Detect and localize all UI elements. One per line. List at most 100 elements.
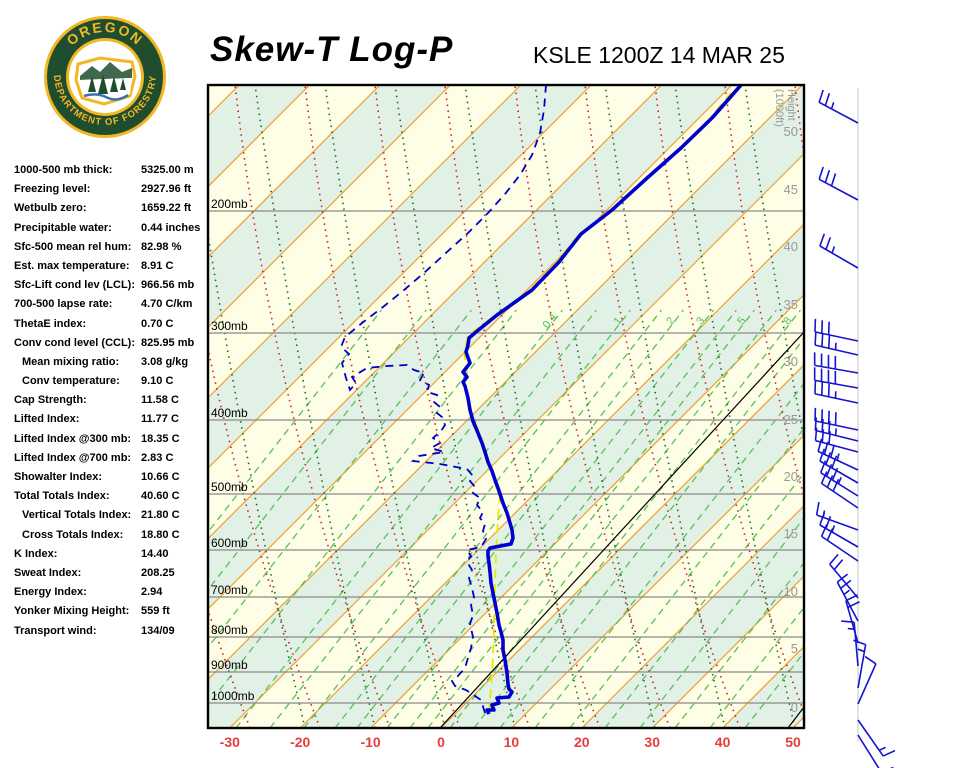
temp-tick-label: -10 (360, 734, 380, 750)
index-label: Lifted Index @300 mb: (14, 432, 132, 445)
index-label: Total Totals Index: (14, 490, 110, 503)
index-label: 1000-500 mb thick: (14, 164, 113, 176)
index-label: Showalter Index: (14, 471, 103, 483)
dewpoint-profile-line (339, 85, 547, 714)
index-row: K Index: 14.40 (14, 546, 209, 565)
temp-tick-label: 20 (574, 734, 590, 750)
index-row: Lifted Index @700 mb: 2.83 C (14, 450, 209, 469)
temp-tick-label: 10 (504, 734, 520, 750)
index-value: 18.80 C (141, 528, 180, 541)
index-label: Conv temperature: (22, 375, 120, 388)
index-row: Mean mixing ratio: 3.08 g/kg (14, 354, 209, 373)
index-row: Precipitable water: 0.44 inches (14, 220, 209, 239)
index-value: 18.35 C (141, 432, 180, 445)
height-tick-label: 10 (784, 584, 798, 599)
height-axis-title: Height(1000ft) (773, 89, 797, 127)
index-row: Sfc-500 mean rel hum: 82.98 % (14, 239, 209, 258)
wind-barb (815, 439, 859, 453)
index-value: 134/09 (141, 624, 175, 637)
index-row: Total Totals Index: 40.60 C (14, 488, 209, 507)
index-label: Yonker Mixing Height: (14, 605, 130, 618)
index-label: Energy Index: (14, 586, 87, 599)
index-row: Conv cond level (CCL): 825.95 mb (14, 335, 209, 354)
height-tick-label: 0 (791, 700, 798, 715)
index-row: Yonker Mixing Height: 559 ft (14, 603, 209, 622)
index-value: 21.80 C (141, 509, 180, 522)
index-row: Showalter Index: 10.66 C (14, 469, 209, 488)
pressure-label: 800mb (211, 623, 248, 637)
temp-tick-label: -20 (290, 734, 310, 750)
wind-barb (814, 379, 859, 389)
index-label: Est. max temperature: (14, 259, 130, 272)
logo-state-emblem (74, 56, 137, 106)
wind-barb (820, 472, 859, 497)
wind-barb (814, 344, 859, 356)
index-label: Conv cond level (CCL): (14, 336, 136, 349)
index-value: 5325.00 m (141, 164, 194, 176)
index-label: Lifted Index: (14, 413, 80, 426)
wind-barb (853, 622, 859, 667)
plot-area: 0.4 1 2 3 5 850454035302520151050200mb300mb40… (208, 85, 804, 728)
index-label: Wetbulb zero: (14, 202, 87, 215)
wind-barb (857, 719, 884, 757)
index-row: Cross Totals Index: 18.80 C (14, 527, 209, 546)
index-value: 10.66 C (141, 471, 180, 483)
index-label: Vertical Totals Index: (22, 509, 132, 522)
index-row: Lifted Index: 11.77 C (14, 411, 209, 430)
index-value: 9.10 C (141, 375, 174, 388)
index-label: Lifted Index @700 mb: (14, 451, 132, 464)
temp-tick-label: 40 (715, 734, 731, 750)
index-value: 2.83 C (141, 451, 174, 464)
height-tick-label: 50 (784, 124, 798, 139)
wind-barb (817, 450, 859, 471)
height-tick-label: 45 (784, 182, 798, 197)
index-value: 1659.22 ft (141, 202, 192, 215)
height-tick-label: 40 (784, 239, 798, 254)
index-row: 700-500 lapse rate: 4.70 C/km (14, 296, 209, 315)
temp-tick-label: -30 (220, 734, 240, 750)
wind-barb (818, 101, 859, 124)
index-row: Lifted Index @300 mb: 18.35 C (14, 431, 209, 450)
index-value: 0.70 C (141, 317, 174, 330)
height-tick-label: 15 (784, 526, 798, 541)
index-row: Conv temperature: 9.10 C (14, 373, 209, 392)
index-row: Est. max temperature: 8.91 C (14, 258, 209, 277)
index-label: Sweat Index: (14, 566, 82, 579)
index-label: Freezing level: (14, 183, 91, 196)
wind-barb (857, 644, 867, 689)
pressure-label: 600mb (211, 536, 248, 550)
index-label: Sfc-Lift cond lev (LCL): (14, 279, 135, 292)
pressure-label: 400mb (211, 406, 248, 420)
wind-barb (814, 393, 859, 404)
pressure-label: 500mb (211, 480, 248, 494)
index-label: Sfc-500 mean rel hum: (14, 240, 132, 253)
wind-barb (857, 734, 880, 768)
wind-barb (819, 245, 859, 269)
index-row: Vertical Totals Index: 21.80 C (14, 507, 209, 526)
reference-line (439, 331, 804, 728)
height-tick-label: 25 (784, 412, 798, 427)
height-tick-label: 5 (791, 641, 798, 656)
wind-barb (821, 535, 859, 562)
height-tick-label: 35 (784, 297, 798, 312)
pressure-label: 1000mb (211, 689, 255, 703)
temperature-profile-line (461, 85, 743, 715)
index-value: 4.70 C/km (141, 298, 193, 311)
index-row: Transport wind: 134/09 (14, 623, 209, 642)
height-tick-label: 30 (784, 354, 798, 369)
index-label: Precipitable water: (14, 221, 112, 234)
index-value: 0.44 inches (141, 221, 201, 234)
pressure-label: 900mb (211, 658, 248, 672)
index-value: 11.77 C (141, 413, 179, 426)
index-value: 14.40 (141, 547, 169, 560)
page-title: Skew-T Log-P (210, 30, 454, 69)
index-row: ThetaE index: 0.70 C (14, 316, 209, 335)
index-row: Freezing level: 2927.96 ft (14, 181, 209, 200)
temp-tick-label: 50 (785, 734, 801, 750)
index-value: 3.08 g/kg (141, 355, 189, 368)
wind-barb (829, 563, 859, 599)
wind-barb (816, 514, 859, 531)
index-value: 8.91 C (141, 259, 174, 272)
